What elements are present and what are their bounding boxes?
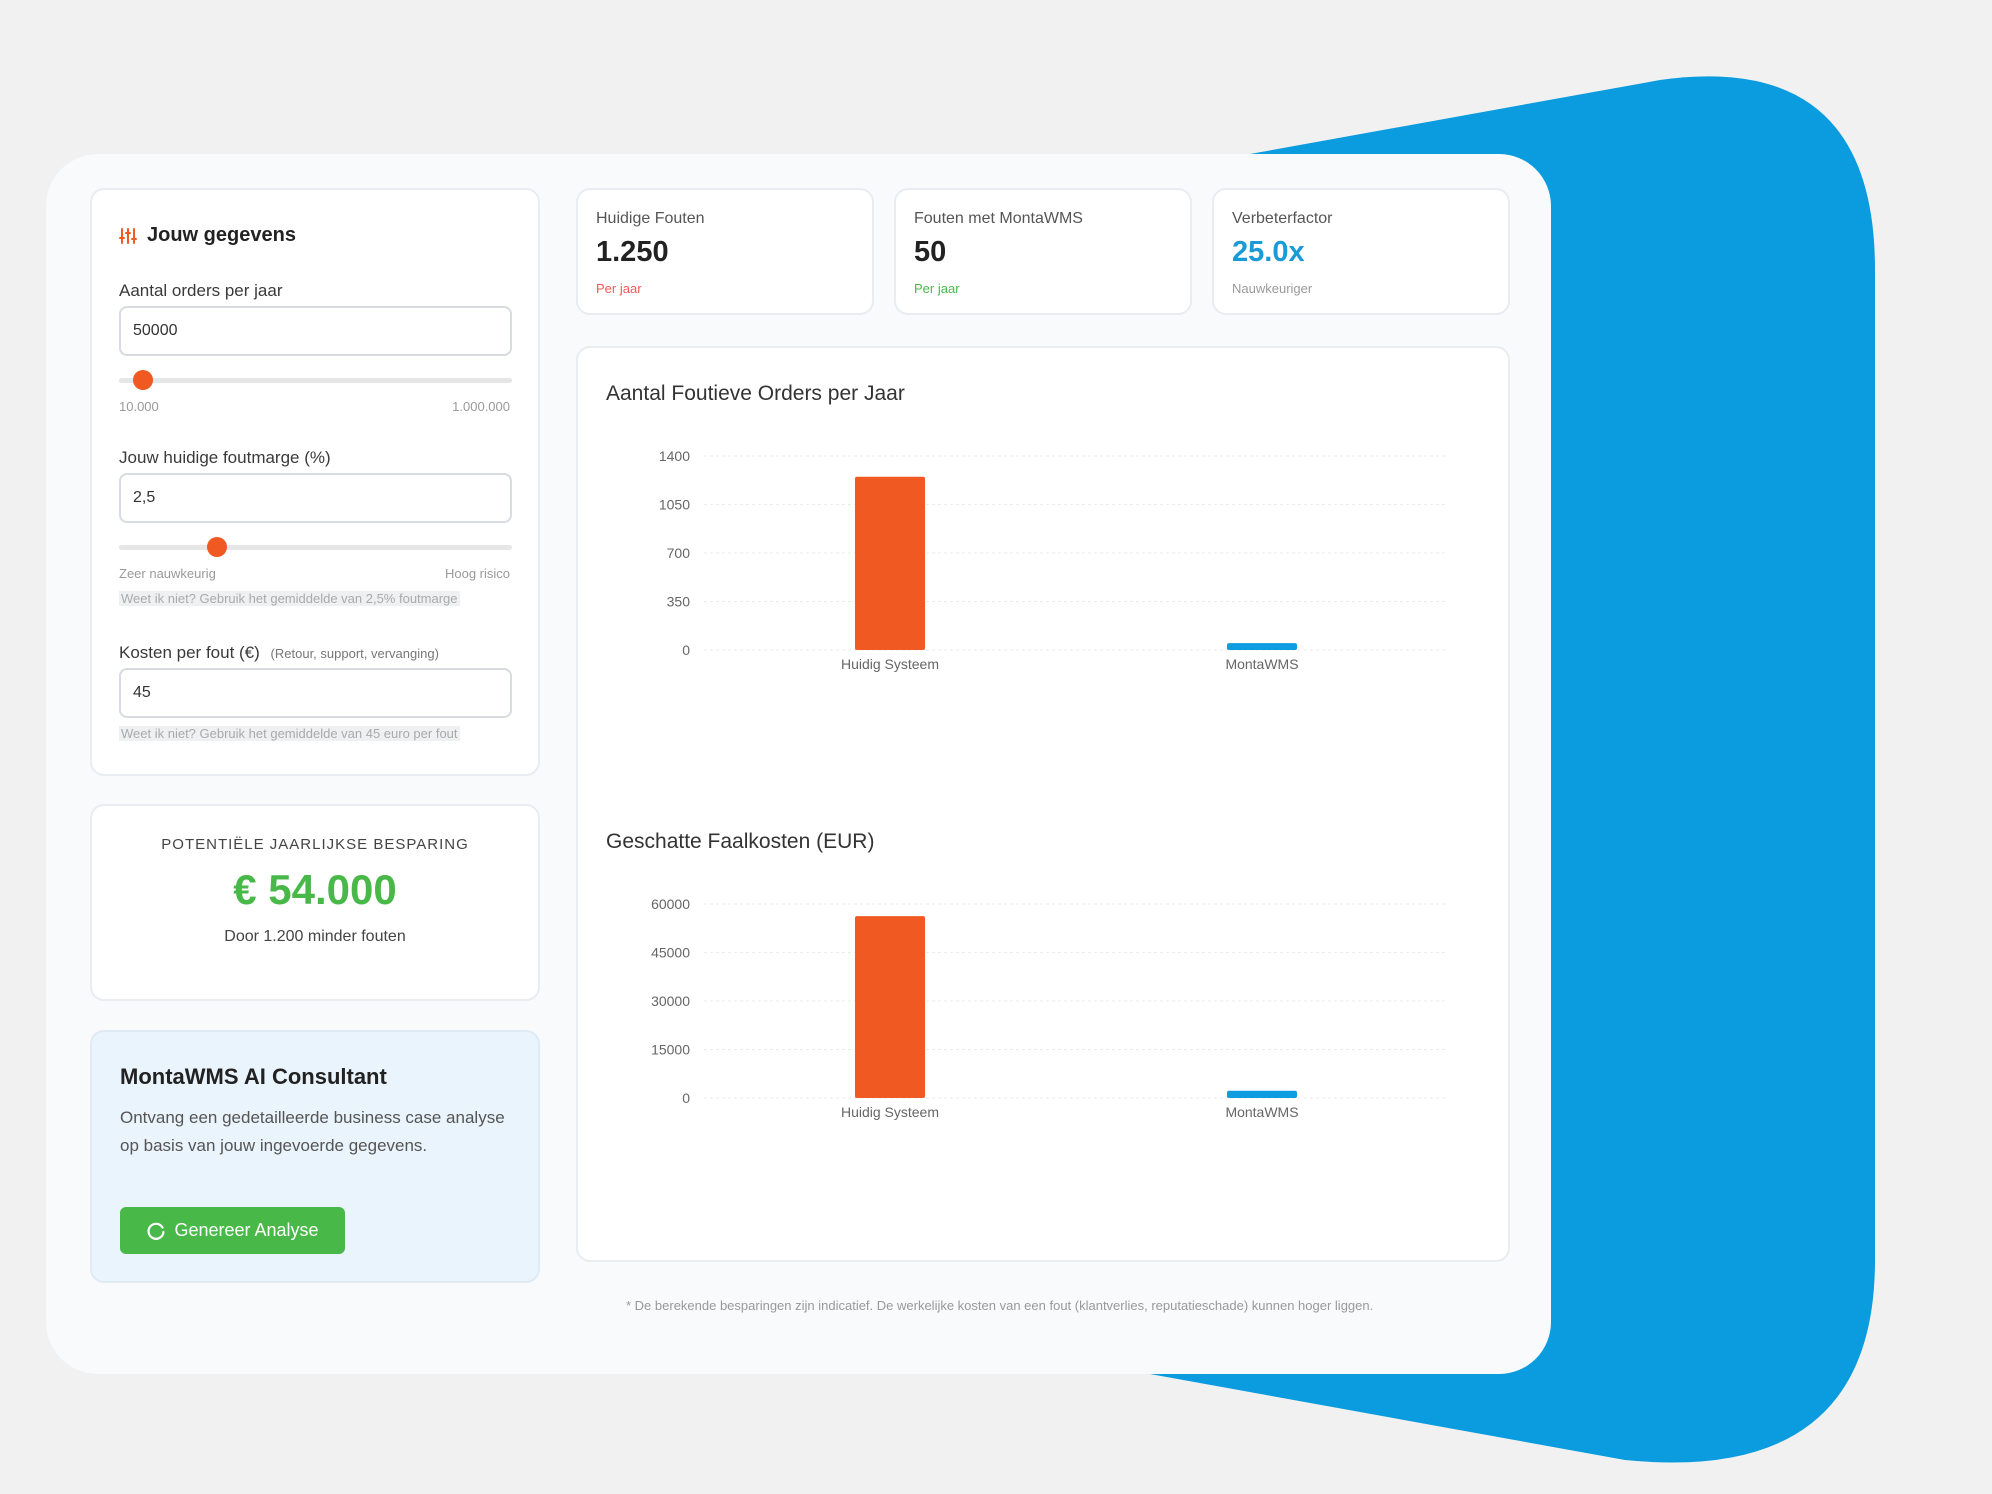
- bar: [855, 916, 925, 1098]
- y-tick-label: 350: [667, 594, 691, 610]
- inputs-panel: Jouw gegevens Aantal orders per jaar 10.…: [90, 188, 540, 776]
- y-tick-label: 45000: [651, 945, 690, 961]
- stat-sub: Nauwkeuriger: [1232, 281, 1313, 296]
- cost-note: (Retour, support, vervanging): [270, 646, 439, 661]
- footnote: * De berekende besparingen zijn indicati…: [626, 1298, 1374, 1313]
- y-tick-label: 700: [667, 545, 691, 561]
- orders-label: Aantal orders per jaar: [119, 281, 283, 300]
- cost-hint: Weet ik niet? Gebruik het gemiddelde van…: [119, 726, 460, 741]
- orders-min-label: 10.000: [119, 399, 159, 414]
- stat-title: Verbeterfactor: [1232, 210, 1333, 227]
- sliders-icon: [119, 227, 137, 244]
- stat-card-improvement-factor: Verbeterfactor 25.0x Nauwkeuriger: [1212, 188, 1510, 315]
- x-tick-label: Huidig Systeem: [841, 1104, 939, 1120]
- consultant-description: Ontvang een gedetailleerde business case…: [120, 1108, 505, 1155]
- consultant-panel: MontaWMS AI Consultant Ontvang een gedet…: [90, 1030, 540, 1283]
- savings-title: POTENTIËLE JAARLIJKSE BESPARING: [161, 836, 469, 853]
- orders-slider-thumb[interactable]: [132, 370, 153, 390]
- stat-card-montawms-errors: Fouten met MontaWMS 50 Per jaar: [894, 188, 1192, 315]
- costs-bar-chart: 0 15000 30000 45000 60000 Huidig Systeem Monta…: [651, 896, 1448, 1120]
- chart-title-errors: Aantal Foutieve Orders per Jaar: [606, 382, 905, 405]
- savings-sub: Door 1.200 minder fouten: [224, 928, 406, 945]
- stat-value: 1.250: [596, 236, 669, 268]
- inputs-title: Jouw gegevens: [147, 224, 296, 246]
- consultant-title: MontaWMS AI Consultant: [120, 1064, 387, 1089]
- cost-input[interactable]: [119, 668, 512, 718]
- errors-bar-chart: 0 350 700 1050 1400 Huidig Systeem MontaWMS: [659, 448, 1448, 672]
- charts-panel: Aantal Foutieve Orders per Jaar 0 350 700 1…: [576, 346, 1510, 1262]
- stat-title: Huidige Fouten: [596, 210, 705, 227]
- error-margin-label: Jouw huidige foutmarge (%): [119, 448, 331, 467]
- error-margin-hint: Weet ik niet? Gebruik het gemiddelde van…: [119, 591, 460, 606]
- y-tick-label: 60000: [651, 896, 690, 912]
- savings-panel: POTENTIËLE JAARLIJKSE BESPARING € 54.000…: [90, 804, 540, 1001]
- generate-analysis-label: Genereer Analyse: [174, 1220, 319, 1240]
- orders-slider[interactable]: [119, 370, 512, 390]
- x-tick-label: Huidig Systeem: [841, 656, 939, 672]
- spinner-icon: [147, 1222, 166, 1240]
- y-tick-label: 15000: [651, 1042, 690, 1058]
- inputs-header: Jouw gegevens: [119, 224, 296, 247]
- error-margin-min-label: Zeer nauwkeurig: [119, 566, 216, 581]
- error-margin-input[interactable]: [119, 473, 512, 523]
- x-tick-label: MontaWMS: [1225, 656, 1298, 672]
- bar: [855, 476, 925, 650]
- stat-sub: Per jaar: [596, 281, 642, 296]
- orders-input[interactable]: [119, 306, 512, 356]
- chart-title-costs: Geschatte Faalkosten (EUR): [606, 830, 875, 853]
- cost-label: Kosten per fout (€): [119, 643, 260, 662]
- y-tick-label: 1400: [659, 448, 690, 464]
- generate-analysis-button[interactable]: Genereer Analyse: [120, 1207, 345, 1254]
- y-tick-label: 30000: [651, 993, 690, 1009]
- error-margin-slider-thumb[interactable]: [207, 537, 228, 557]
- calculator-card: Jouw gegevens Aantal orders per jaar 10.…: [46, 154, 1551, 1374]
- y-tick-label: 0: [682, 1090, 690, 1106]
- y-tick-label: 0: [682, 642, 690, 658]
- orders-max-label: 1.000.000: [452, 399, 510, 414]
- stat-title: Fouten met MontaWMS: [914, 210, 1083, 227]
- bar: [1227, 643, 1297, 650]
- bar: [1227, 1090, 1297, 1098]
- stat-card-current-errors: Huidige Fouten 1.250 Per jaar: [576, 188, 874, 315]
- y-tick-label: 1050: [659, 497, 690, 513]
- stat-value: 25.0x: [1232, 236, 1305, 268]
- error-margin-max-label: Hoog risico: [444, 566, 510, 581]
- error-margin-slider[interactable]: [119, 537, 512, 557]
- savings-value: € 54.000: [233, 866, 397, 913]
- cost-label-row: Kosten per fout (€) (Retour, support, ve…: [119, 643, 439, 663]
- x-tick-label: MontaWMS: [1225, 1104, 1298, 1120]
- stat-sub: Per jaar: [914, 281, 960, 296]
- stat-value: 50: [914, 236, 947, 268]
